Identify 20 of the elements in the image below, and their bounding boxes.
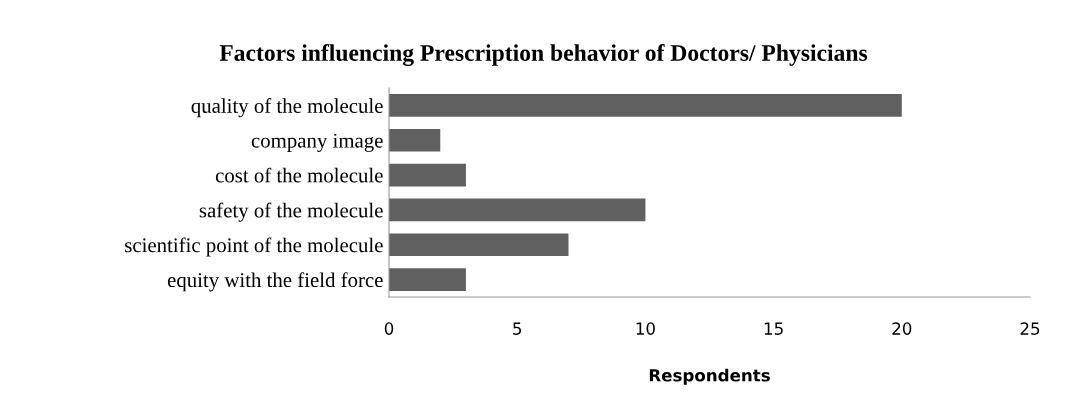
- bar: [389, 198, 646, 222]
- y-tick-label: quality of the molecule: [191, 98, 383, 118]
- x-tick-label: 15: [764, 322, 783, 335]
- y-tick-label: equity with the field force: [167, 272, 383, 292]
- y-tick-label: safety of the molecule: [199, 202, 383, 222]
- x-tick-label: 0: [384, 322, 394, 335]
- bar: [389, 268, 466, 291]
- bar: [389, 128, 441, 152]
- y-tick-label: cost of the molecule: [215, 167, 383, 183]
- bar: [389, 233, 569, 257]
- chart-title: Factors influencing Prescription behavior of Doctors/ Physicians: [219, 44, 868, 66]
- x-tick-label: 10: [636, 322, 655, 335]
- bar: [389, 163, 466, 187]
- y-tick-label: company image: [251, 133, 383, 152]
- x-tick-label: 20: [892, 322, 912, 335]
- y-tick-label: scientific point of the molecule: [125, 237, 383, 257]
- x-tick-label: 25: [1020, 322, 1040, 335]
- bar: [389, 94, 902, 117]
- x-tick-label: 5: [513, 322, 522, 335]
- x-axis-title: Respondents: [649, 368, 770, 385]
